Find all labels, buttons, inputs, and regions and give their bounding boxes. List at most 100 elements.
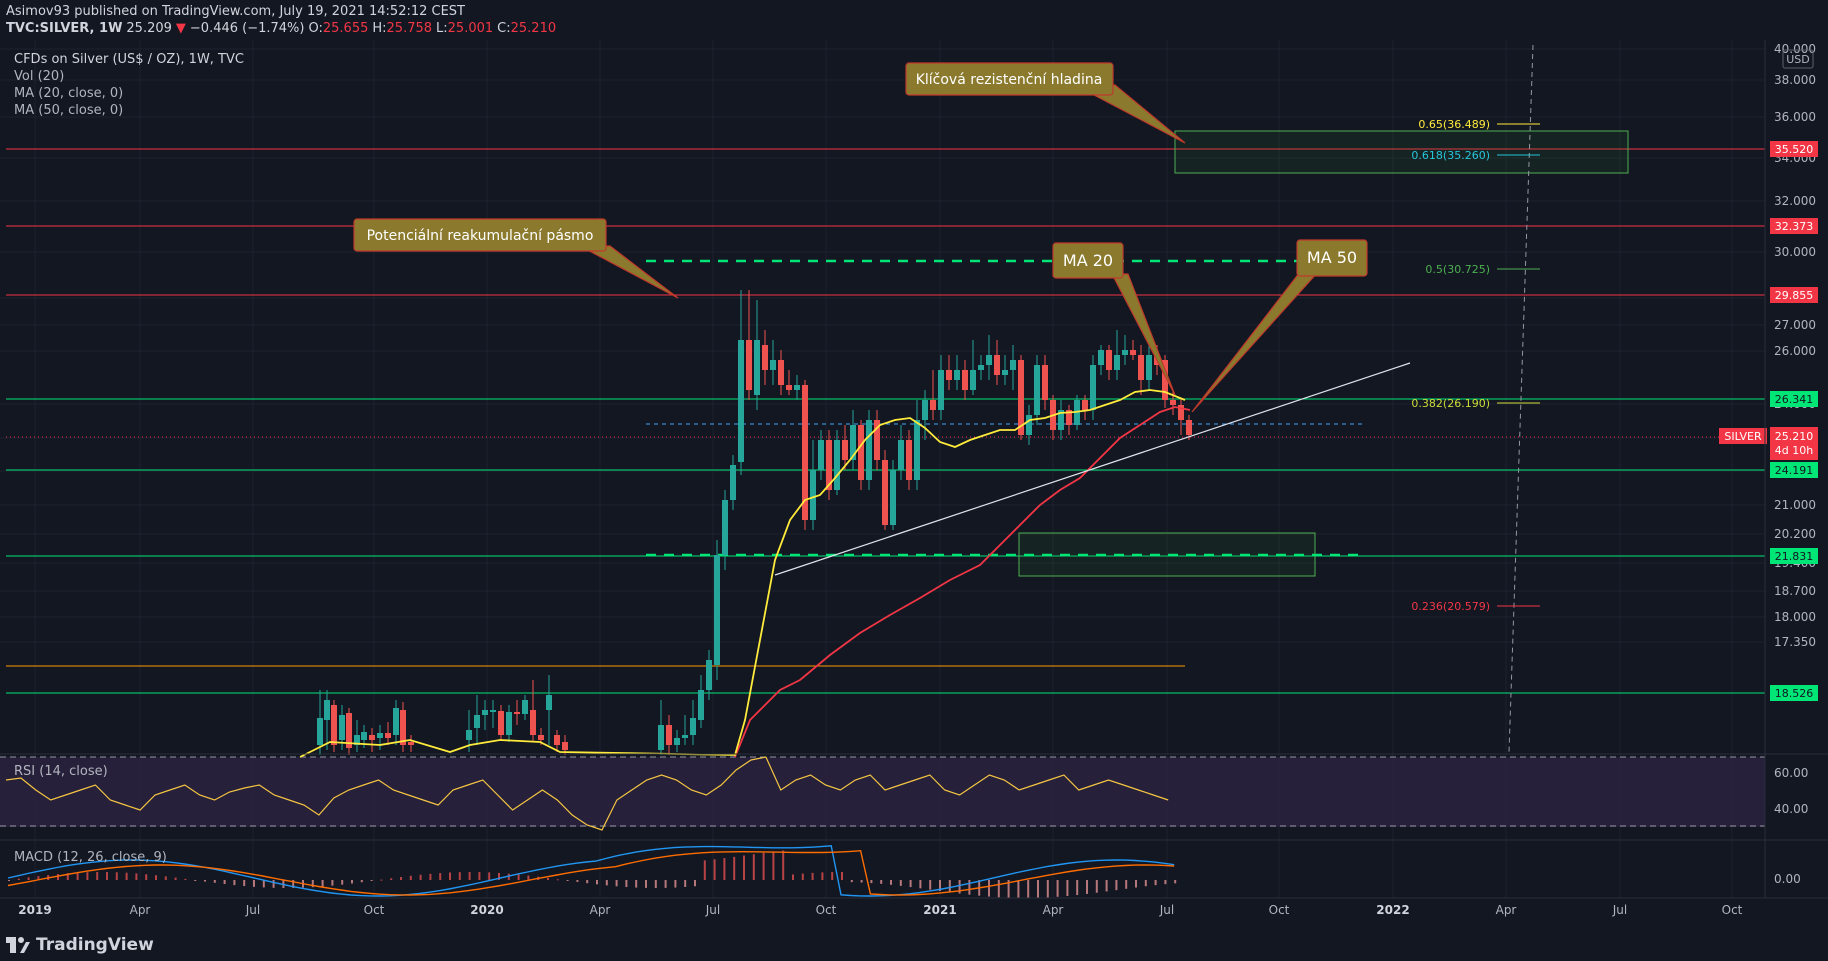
- candle-body: [746, 340, 752, 390]
- publish-text: Asimov93 published on TradingView.com, J…: [6, 4, 465, 19]
- macd-hist-bar: [821, 872, 824, 880]
- macd-hist-bar: [850, 880, 853, 883]
- candle-body: [385, 733, 391, 738]
- candle-body: [324, 700, 330, 720]
- legend-ma20[interactable]: MA (20, close, 0): [14, 86, 124, 101]
- candle-body: [874, 420, 880, 460]
- macd-hist-bar: [743, 855, 745, 880]
- macd-hist-bar: [292, 880, 295, 888]
- legend-ma50[interactable]: MA (50, close, 0): [14, 103, 124, 118]
- time-tick-label: Apr: [1496, 903, 1517, 917]
- macd-hist-bar: [174, 877, 177, 880]
- candle-body: [1026, 415, 1032, 435]
- candle-body: [1042, 365, 1048, 400]
- candle-body: [1018, 360, 1024, 435]
- legend-instrument[interactable]: CFDs on Silver (US$ / OZ), 1W, TVC: [14, 52, 244, 67]
- current-price-symbol: SILVER: [1724, 430, 1762, 443]
- candle-body: [930, 400, 936, 410]
- candle-body: [377, 733, 383, 738]
- fibonacci-levels[interactable]: 0.65(36.489) 0.618(35.260) 0.5(30.725) 0.38…: [1411, 118, 1540, 613]
- legend-vol[interactable]: Vol (20): [14, 69, 65, 84]
- macd-hist-bar: [654, 880, 657, 888]
- candle-body: [674, 738, 680, 745]
- macd-hist-bar: [1086, 880, 1088, 894]
- ma50-line[interactable]: [734, 406, 1191, 758]
- macd-hist-bar: [605, 880, 608, 886]
- macd-hist-bar: [17, 878, 20, 880]
- currency-label: USD: [1786, 53, 1810, 66]
- candle-body: [770, 360, 776, 370]
- resistance-callout[interactable]: Klíčová rezistenční hladina: [905, 62, 1114, 96]
- candle-body: [346, 713, 352, 748]
- macd-hist-bar: [449, 872, 451, 880]
- resistance-zone[interactable]: [1174, 130, 1629, 174]
- macd-hist-bar: [380, 879, 383, 881]
- macd-hist-bar: [164, 876, 167, 880]
- macd-hist-bar: [1135, 880, 1137, 888]
- ma50-callout[interactable]: MA 50: [1296, 239, 1368, 277]
- macd-hist-bar: [615, 880, 618, 887]
- macd-hist-bar: [586, 880, 589, 884]
- macd-hist-bar: [870, 880, 873, 884]
- macd-hist-bar: [458, 872, 461, 880]
- candle-body: [762, 345, 768, 370]
- currency-box[interactable]: [1782, 49, 1814, 69]
- candle-body: [978, 365, 984, 370]
- level-tag-label: 29.855: [1775, 289, 1814, 302]
- candle-body: [794, 385, 800, 390]
- macd-hist-bar: [1105, 880, 1108, 892]
- open-label: O:: [308, 21, 323, 36]
- candle-body: [490, 710, 496, 712]
- time-tick-label: Oct: [1722, 903, 1743, 917]
- time-tick-label: 2019: [18, 903, 51, 917]
- macd-hist-bar: [1164, 880, 1167, 885]
- price-tick-label: 38.000: [1774, 73, 1816, 87]
- candle-body: [1130, 350, 1136, 355]
- candle-body: [714, 555, 720, 665]
- macd-hist-bar: [57, 874, 59, 880]
- macd-hist-bar: [8, 880, 10, 881]
- macd-hist-bar: [115, 872, 118, 880]
- macd-hist-bar: [674, 880, 677, 888]
- ma20-line[interactable]: [299, 389, 1186, 758]
- candle-body: [1122, 350, 1128, 355]
- candle-body: [339, 715, 345, 740]
- ma20-callout[interactable]: MA 20: [1052, 242, 1124, 279]
- candle-body: [882, 460, 888, 525]
- legend-macd[interactable]: MACD (12, 26, close, 9): [14, 850, 167, 865]
- level-tag-label: 32.373: [1775, 220, 1814, 233]
- price-tick-label: 40.000: [1774, 42, 1816, 56]
- macd-hist-bar: [76, 872, 79, 880]
- reaccumulation-callout[interactable]: Potenciální reakumulační pásmo: [353, 218, 607, 252]
- level-tag-label: 35.520: [1775, 143, 1814, 156]
- legend-rsi[interactable]: RSI (14, close): [14, 764, 108, 779]
- macd-hist-bar: [958, 880, 961, 894]
- time-tick-label: Oct: [1269, 903, 1290, 917]
- level-price-tags: 35.520 32.373 29.855 26.341 24.191 21.831 18.5…: [1770, 141, 1818, 701]
- candle-body: [858, 425, 864, 480]
- candle-body: [866, 420, 872, 480]
- time-tick-label: Apr: [590, 903, 611, 917]
- tradingview-logo[interactable]: TradingView: [6, 935, 154, 955]
- time-axis[interactable]: 2019 Apr Jul Oct 2020 Apr Jul Oct 2021 Apr Jul Oct 2…: [18, 903, 1742, 917]
- level-tag-bg: [1770, 218, 1818, 234]
- candle-body: [778, 360, 784, 385]
- macd-hist-bar: [880, 880, 883, 884]
- price-tick-label: 27.000: [1774, 318, 1816, 332]
- macd-hist-bar: [272, 880, 275, 888]
- candle-body: [738, 340, 744, 462]
- candle-body: [834, 440, 840, 490]
- candle-body: [514, 712, 520, 714]
- level-tag-label: 21.831: [1775, 550, 1814, 563]
- open-value: 25.655: [322, 21, 369, 36]
- level-tag-bg: [1770, 141, 1818, 157]
- rsi-line: [5, 756, 1169, 831]
- candle-body: [970, 370, 976, 390]
- macd-hist-bar: [811, 872, 814, 880]
- ascending-trendline[interactable]: [774, 362, 1411, 576]
- macd-hist-bar: [409, 875, 412, 880]
- macd-hist-bar: [400, 877, 402, 880]
- macd-hist-bar: [86, 872, 89, 880]
- candle-body: [1114, 355, 1120, 370]
